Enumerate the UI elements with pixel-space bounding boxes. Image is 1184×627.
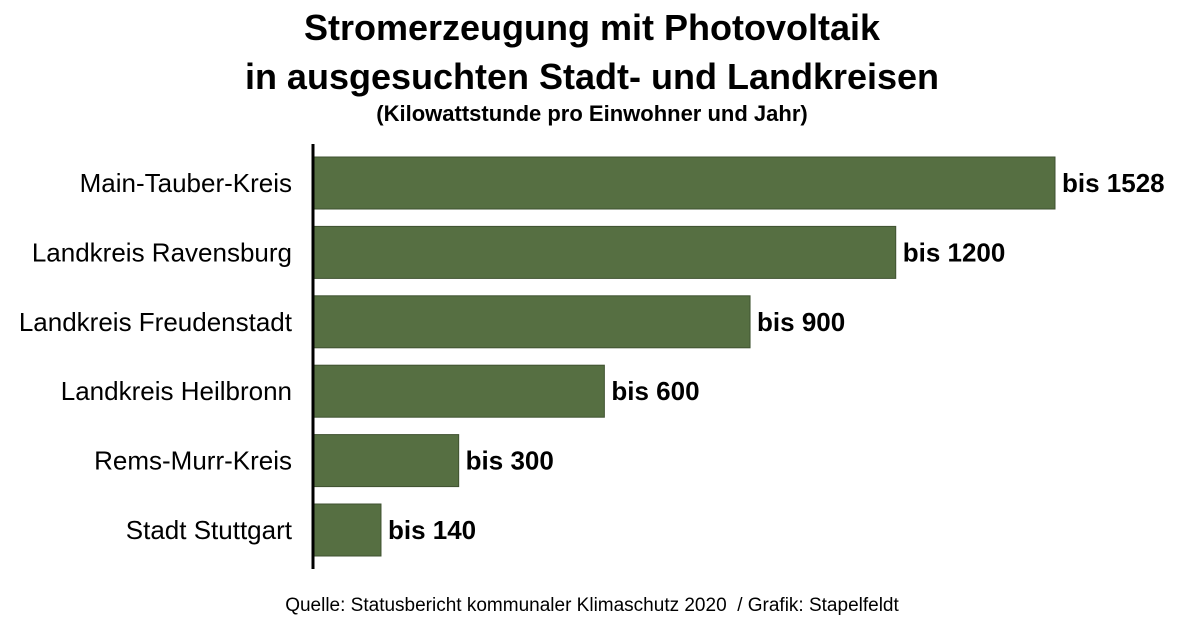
bar	[312, 364, 605, 418]
source-caption: Quelle: Statusbericht kommunaler Klimasc…	[285, 595, 899, 616]
value-label: bis 300	[466, 446, 554, 476]
category-label: Landkreis Freudenstadt	[19, 307, 293, 337]
bar	[312, 295, 751, 349]
value-label: bis 1200	[903, 237, 1006, 267]
chart-title-line-1: Stromerzeugung mit Photovoltaik	[303, 7, 881, 48]
category-label: Landkreis Heilbronn	[61, 376, 292, 406]
bar	[312, 503, 382, 557]
chart-subtitle: (Kilowattstunde pro Einwohner und Jahr)	[376, 101, 808, 126]
category-label: Rems-Murr-Kreis	[94, 446, 292, 476]
chart-title-line-2: in ausgesuchten Stadt- und Landkreisen	[244, 56, 940, 97]
value-label: bis 600	[611, 376, 699, 406]
category-label: Stadt Stuttgart	[126, 515, 293, 545]
category-label: Landkreis Ravensburg	[32, 237, 292, 267]
bar	[312, 434, 460, 488]
value-label: bis 1528	[1062, 168, 1165, 198]
bar	[312, 225, 897, 279]
value-label: bis 900	[757, 307, 845, 337]
value-label: bis 140	[388, 515, 476, 545]
bar	[312, 156, 1056, 210]
category-label: Main-Tauber-Kreis	[80, 168, 292, 198]
